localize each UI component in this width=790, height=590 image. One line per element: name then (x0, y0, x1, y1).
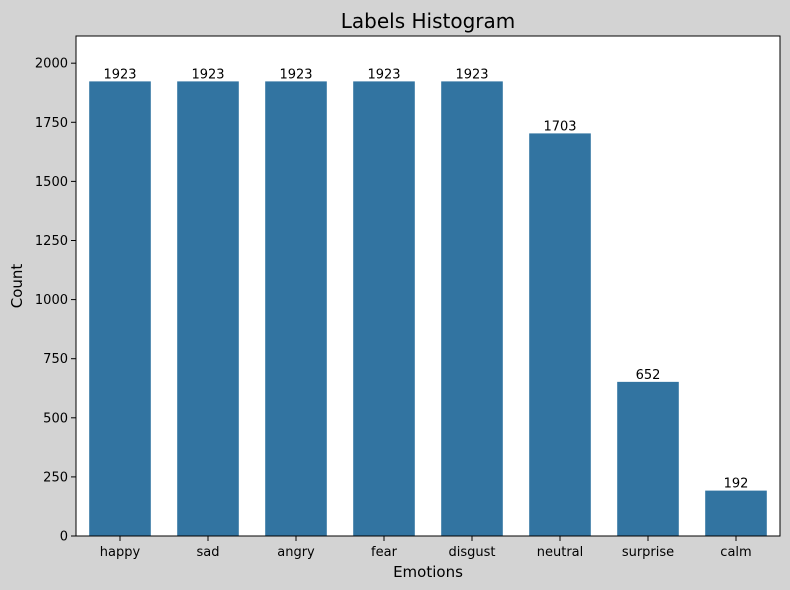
bar-data-labels: 1923 1923 1923 1923 1923 1703 652 192 (103, 67, 748, 491)
bar-angry (265, 81, 327, 536)
bar-calm (705, 490, 767, 536)
y-tick-label-750: 750 (43, 352, 68, 367)
x-tick-label-surprise: surprise (622, 545, 674, 560)
y-tick-label-2000: 2000 (35, 57, 68, 72)
x-tick-label-sad: sad (197, 545, 220, 560)
chart-title: Labels Histogram (341, 9, 515, 33)
x-tick-label-neutral: neutral (537, 545, 584, 560)
bar-value-label-angry: 1923 (279, 67, 312, 82)
y-axis-ticks: 0 250 500 750 1000 1250 1500 1750 2000 (35, 57, 76, 545)
bar-value-label-surprise: 652 (636, 368, 661, 383)
bar-neutral (529, 133, 591, 536)
y-tick-label-500: 500 (43, 411, 68, 426)
y-tick-label-1000: 1000 (35, 293, 68, 308)
y-tick-label-250: 250 (43, 470, 68, 485)
x-tick-label-happy: happy (100, 545, 141, 560)
bar-value-label-sad: 1923 (191, 67, 224, 82)
y-tick-label-1250: 1250 (35, 234, 68, 249)
bar-value-label-happy: 1923 (103, 67, 136, 82)
bar-value-label-calm: 192 (724, 477, 749, 492)
bar-value-label-disgust: 1923 (455, 67, 488, 82)
bar-series (89, 81, 767, 536)
bar-surprise (617, 381, 679, 536)
plot-frame (75, 35, 781, 537)
x-axis-ticks: happy sad angry fear disgust neutral surprise c… (100, 536, 752, 560)
bar-disgust (441, 81, 503, 536)
x-tick-label-angry: angry (277, 545, 315, 560)
y-tick-label-0: 0 (60, 530, 68, 545)
bar-sad (177, 81, 239, 536)
y-axis-label: Count (8, 264, 26, 309)
x-tick-label-fear: fear (371, 545, 398, 560)
bar-happy (89, 81, 151, 536)
x-tick-label-calm: calm (720, 545, 751, 560)
y-tick-label-1750: 1750 (35, 116, 68, 131)
bar-fear (353, 81, 415, 536)
y-tick-label-1500: 1500 (35, 175, 68, 190)
bar-value-label-neutral: 1703 (543, 119, 576, 134)
x-tick-label-disgust: disgust (449, 545, 496, 560)
x-axis-label: Emotions (393, 563, 463, 581)
bar-value-label-fear: 1923 (367, 67, 400, 82)
